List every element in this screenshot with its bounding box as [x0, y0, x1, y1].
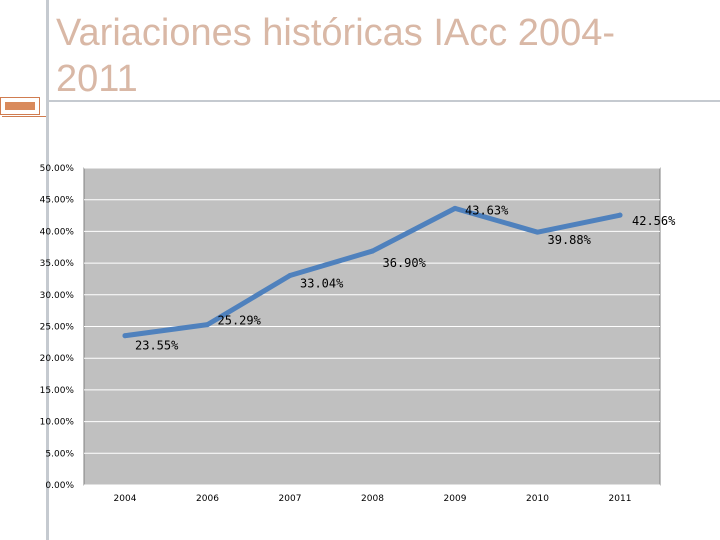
accent-box	[0, 97, 40, 115]
decorative-horizontal-rule	[46, 100, 720, 102]
y-tick-label: 25.00%	[40, 323, 75, 333]
y-tick-label: 30.00%	[40, 291, 75, 301]
y-tick-label: 50.00%	[40, 164, 75, 174]
data-point	[535, 229, 540, 235]
x-tick-label: 2004	[114, 494, 137, 504]
data-label: 25.29%	[218, 314, 262, 328]
x-axis-tick-labels: 2004 2006 2007 2008 2009 2010 2011	[114, 494, 632, 504]
data-point	[617, 212, 623, 218]
data-label: 36.90%	[383, 256, 427, 270]
y-tick-label: 0.00%	[45, 481, 74, 491]
data-point	[287, 273, 293, 279]
decorative-accent-rule	[2, 116, 46, 117]
data-point	[205, 322, 210, 328]
x-tick-label: 2007	[279, 494, 302, 504]
data-label: 39.88%	[548, 233, 592, 247]
y-tick-label: 5.00%	[45, 449, 74, 459]
data-point	[370, 248, 375, 254]
y-axis-tick-labels: 0.00% 5.00% 10.00% 15.00% 20.00% 25.00% 30.00%…	[40, 164, 75, 491]
x-tick-label: 2010	[526, 494, 549, 504]
x-tick-label: 2006	[196, 494, 219, 504]
y-tick-label: 20.00%	[40, 354, 75, 364]
data-label: 33.04%	[300, 277, 344, 291]
y-tick-label: 15.00%	[40, 386, 75, 396]
y-tick-label: 35.00%	[40, 259, 75, 269]
accent-fill	[5, 102, 35, 110]
x-tick-label: 2011	[609, 494, 632, 504]
y-tick-label: 10.00%	[40, 418, 75, 428]
data-point	[452, 205, 458, 211]
x-tick-label: 2008	[361, 494, 384, 504]
y-tick-label: 40.00%	[40, 227, 75, 237]
data-label: 43.63%	[465, 203, 509, 217]
decorative-vertical-rule	[46, 0, 49, 540]
x-tick-label: 2009	[444, 494, 467, 504]
y-tick-label: 45.00%	[40, 196, 75, 206]
gridlines	[84, 167, 660, 486]
data-labels: 23.55% 25.29% 33.04% 36.90% 43.63% 39.88% 42.5…	[135, 203, 676, 352]
data-point	[122, 333, 128, 339]
data-label: 23.55%	[135, 339, 179, 353]
slide-title: Variaciones históricas IAcc 2004-2011	[56, 12, 615, 100]
data-label: 42.56%	[632, 214, 676, 228]
